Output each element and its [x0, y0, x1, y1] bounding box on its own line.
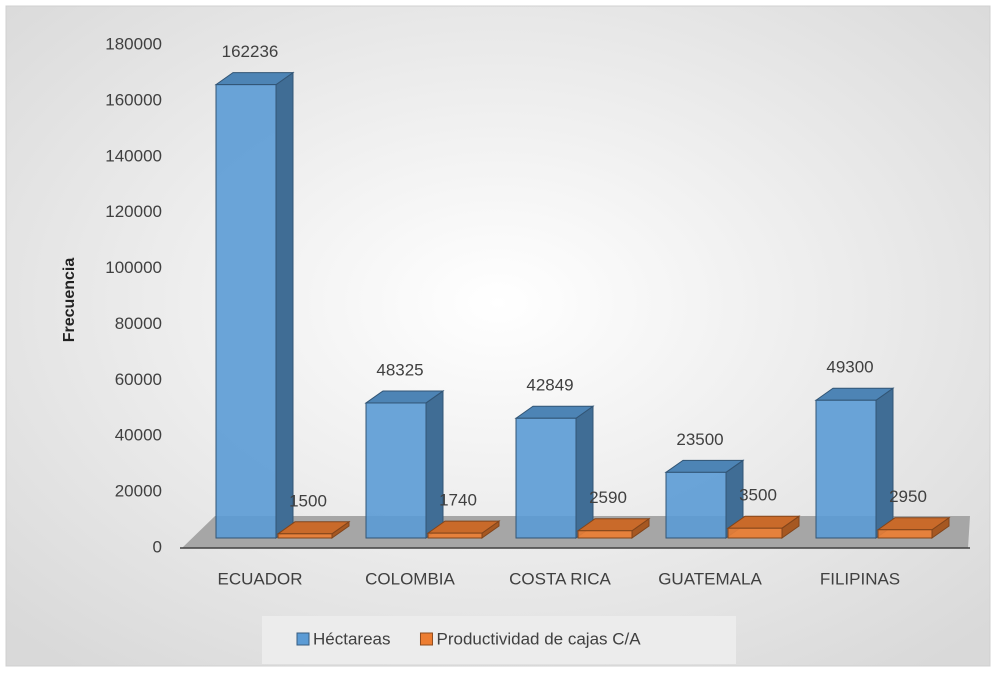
chart-background [5, 5, 991, 667]
data-label: 42849 [526, 376, 573, 395]
x-tick-label: COLOMBIA [365, 569, 455, 588]
x-tick-label: ECUADOR [217, 569, 302, 588]
y-tick-label: 120000 [105, 202, 162, 221]
y-tick-label: 0 [153, 537, 162, 556]
legend-box [262, 616, 736, 664]
x-tick-label: COSTA RICA [509, 569, 611, 588]
bar [665, 471, 727, 539]
data-label: 2950 [889, 487, 927, 506]
y-tick-label: 20000 [115, 482, 162, 501]
y-tick-label: 80000 [115, 314, 162, 333]
legend-swatch [296, 632, 310, 646]
legend-swatch [419, 632, 433, 646]
bar [515, 417, 577, 539]
bar [877, 529, 933, 539]
bar [815, 399, 877, 539]
bar [365, 402, 427, 539]
bar [427, 532, 483, 539]
bar [577, 530, 633, 539]
bar-side [875, 387, 894, 539]
y-tick-label: 40000 [115, 426, 162, 445]
data-label: 162236 [222, 42, 279, 61]
y-tick-label: 100000 [105, 258, 162, 277]
y-tick-label: 140000 [105, 146, 162, 165]
y-axis-label: Frecuencia [61, 258, 78, 343]
x-tick-label: GUATEMALA [658, 569, 762, 588]
bar [727, 527, 783, 539]
data-label: 1740 [439, 491, 477, 510]
data-label: 23500 [676, 430, 723, 449]
data-label: 49300 [826, 358, 873, 377]
bar [215, 84, 277, 539]
data-label: 2590 [589, 488, 627, 507]
y-tick-label: 60000 [115, 370, 162, 389]
y-tick-label: 180000 [105, 34, 162, 53]
bar-side [275, 71, 294, 539]
legend-label: Productividad de cajas C/A [436, 629, 641, 648]
bar-side [425, 389, 444, 539]
y-tick-label: 160000 [105, 90, 162, 109]
data-label: 1500 [289, 491, 327, 510]
legend-label: Héctareas [313, 629, 390, 648]
bar-side [575, 405, 594, 539]
data-label: 48325 [376, 360, 423, 379]
data-label: 3500 [739, 486, 777, 505]
bar [277, 533, 333, 539]
x-tick-label: FILIPINAS [820, 569, 900, 588]
